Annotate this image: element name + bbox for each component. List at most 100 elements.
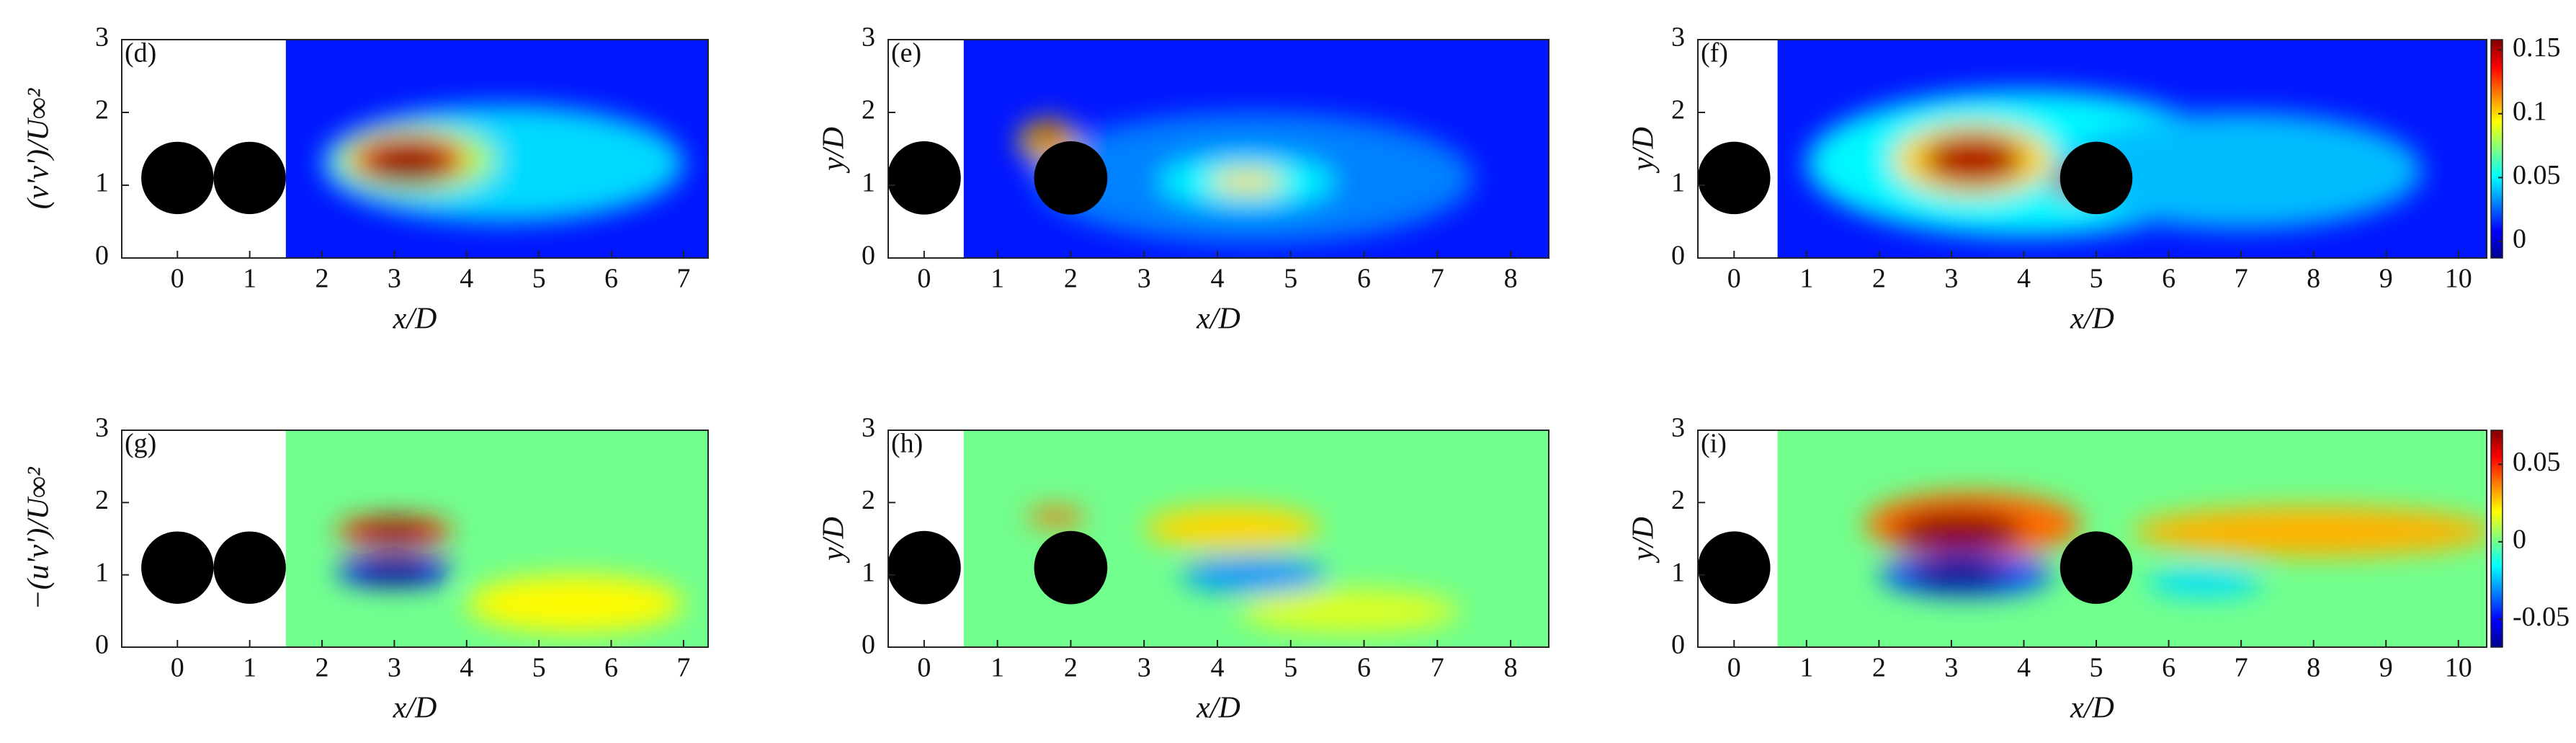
x-tick-label: 2 [1064,264,1078,294]
y-tick-label: 1 [862,557,875,587]
hotspot [1893,510,2024,553]
axes-box [887,39,1549,259]
x-tick-label: 7 [676,653,690,683]
field [1806,90,2423,236]
colorbar-tick-label: 0.1 [2513,96,2547,126]
y-tick-label: 3 [95,413,109,443]
field-blur [336,517,684,633]
colorbar-tick-label: 0.15 [2513,32,2561,63]
panel: 0 1 2 3 4 5 6 7 0 1 2 3 (g) x/D −(u'v')/U∞² [22,413,709,725]
x-tick-label: 4 [2017,653,2031,683]
x-tick-label: 8 [2307,264,2320,294]
x-tick-label: 8 [1504,653,1518,683]
y-axis-label: (v'v')/U∞² [22,87,55,209]
panel-label: (d) [125,38,156,68]
x-tick-label: 5 [2090,653,2103,683]
panel-label: (e) [891,38,921,68]
y-tick-label: 1 [1671,168,1685,198]
panel: 0 1 2 3 4 5 6 7 8 9 10 0 1 2 3 (f) x/D y/D 0 0.05 0.1 0.15 [1627,22,2561,336]
y-axis-label: y/D [818,517,851,564]
colorbar-tick-label: 0 [2513,525,2526,555]
y-tick-label: 2 [1671,485,1685,515]
panel: 0 1 2 3 4 5 6 7 8 0 1 2 3 (e) x/D y/D [818,22,1549,336]
x-tick-label: 1 [243,264,256,294]
hotspot [2132,506,2487,557]
panel-label: (i) [1701,429,1727,459]
x-tick-label: 3 [1944,653,1958,683]
y-tick-label: 1 [95,168,109,198]
field-blur [1027,506,1459,633]
x-tick-label: 0 [1727,653,1741,683]
field [1864,491,2487,597]
y-tick-label: 0 [95,630,109,660]
x-tick-label: 2 [316,653,329,683]
hotspot [1027,508,1086,526]
field [1019,112,1475,244]
panel: 0 1 2 3 4 5 6 7 8 9 10 0 1 2 3 (i) x/D y/D 0.05 0 -0.05 [1627,413,2570,725]
hotspot [1922,134,2024,185]
x-axis-label: x/D [393,692,437,725]
y-tick-label: 2 [1671,95,1685,125]
cylinder [887,141,961,215]
hotspot [1209,170,1284,193]
panel: 0 1 2 3 4 5 6 7 0 1 2 3 (d) x/D (v'v')/U∞² [22,22,709,336]
hotspot [2147,567,2263,597]
y-axis-label: −(u'v')/U∞² [22,466,55,610]
y-tick-label: 0 [95,241,109,271]
y-axis-label: y/D [1627,127,1660,174]
x-tick-label: 0 [171,653,184,683]
y-tick-label: 0 [862,630,875,660]
x-tick-label: 1 [243,653,256,683]
hotspot [358,520,431,543]
y-tick-label: 1 [862,168,875,198]
x-tick-label: 5 [532,264,546,294]
x-tick-label: 0 [917,264,931,294]
x-tick-label: 4 [460,653,473,683]
x-tick-label: 5 [1284,264,1297,294]
colorbar [2490,39,2503,259]
field [1027,506,1459,633]
y-tick-label: 1 [95,557,109,587]
axes-box [1697,39,2487,259]
x-tick-label: 0 [917,653,931,683]
hotspot [466,574,684,633]
x-tick-label: 5 [1284,653,1297,683]
x-tick-label: 1 [1799,653,1813,683]
y-tick-label: 2 [95,95,109,125]
colorbar-tick-label: 0.05 [2513,447,2561,477]
y-tick-label: 0 [1671,630,1685,660]
hotspot [358,560,431,582]
y-tick-label: 0 [862,241,875,271]
panel-label: (h) [891,429,923,459]
field-blur [1806,90,2423,236]
hotspot [1181,556,1328,593]
hotspot [1908,560,2010,589]
x-tick-label: 6 [1357,264,1371,294]
x-tick-label: 6 [2162,653,2175,683]
y-tick-label: 3 [862,22,875,53]
axes-box [1697,430,2487,648]
field-blur [1864,491,2487,597]
x-tick-label: 8 [2307,653,2320,683]
x-tick-label: 3 [388,264,401,294]
x-tick-label: 0 [1727,264,1741,294]
x-tick-label: 2 [1872,653,1886,683]
y-tick-label: 3 [1671,22,1685,53]
x-axis-label: x/D [2070,303,2114,336]
x-tick-label: 4 [1210,264,1224,294]
cylinder [1698,531,1771,604]
x-tick-label: 3 [388,653,401,683]
y-tick-label: 3 [862,413,875,443]
hotspot [1239,589,1459,633]
colorbar-tick-label: 0.05 [2513,160,2561,190]
x-tick-label: 3 [1944,264,1958,294]
x-tick-label: 6 [604,264,618,294]
cylinder [213,531,286,604]
x-axis-label: x/D [2070,692,2114,725]
x-tick-label: 5 [532,653,546,683]
x-tick-label: 7 [1431,653,1444,683]
x-tick-label: 9 [2379,653,2393,683]
x-tick-label: 3 [1137,653,1151,683]
x-tick-label: 4 [2017,264,2031,294]
